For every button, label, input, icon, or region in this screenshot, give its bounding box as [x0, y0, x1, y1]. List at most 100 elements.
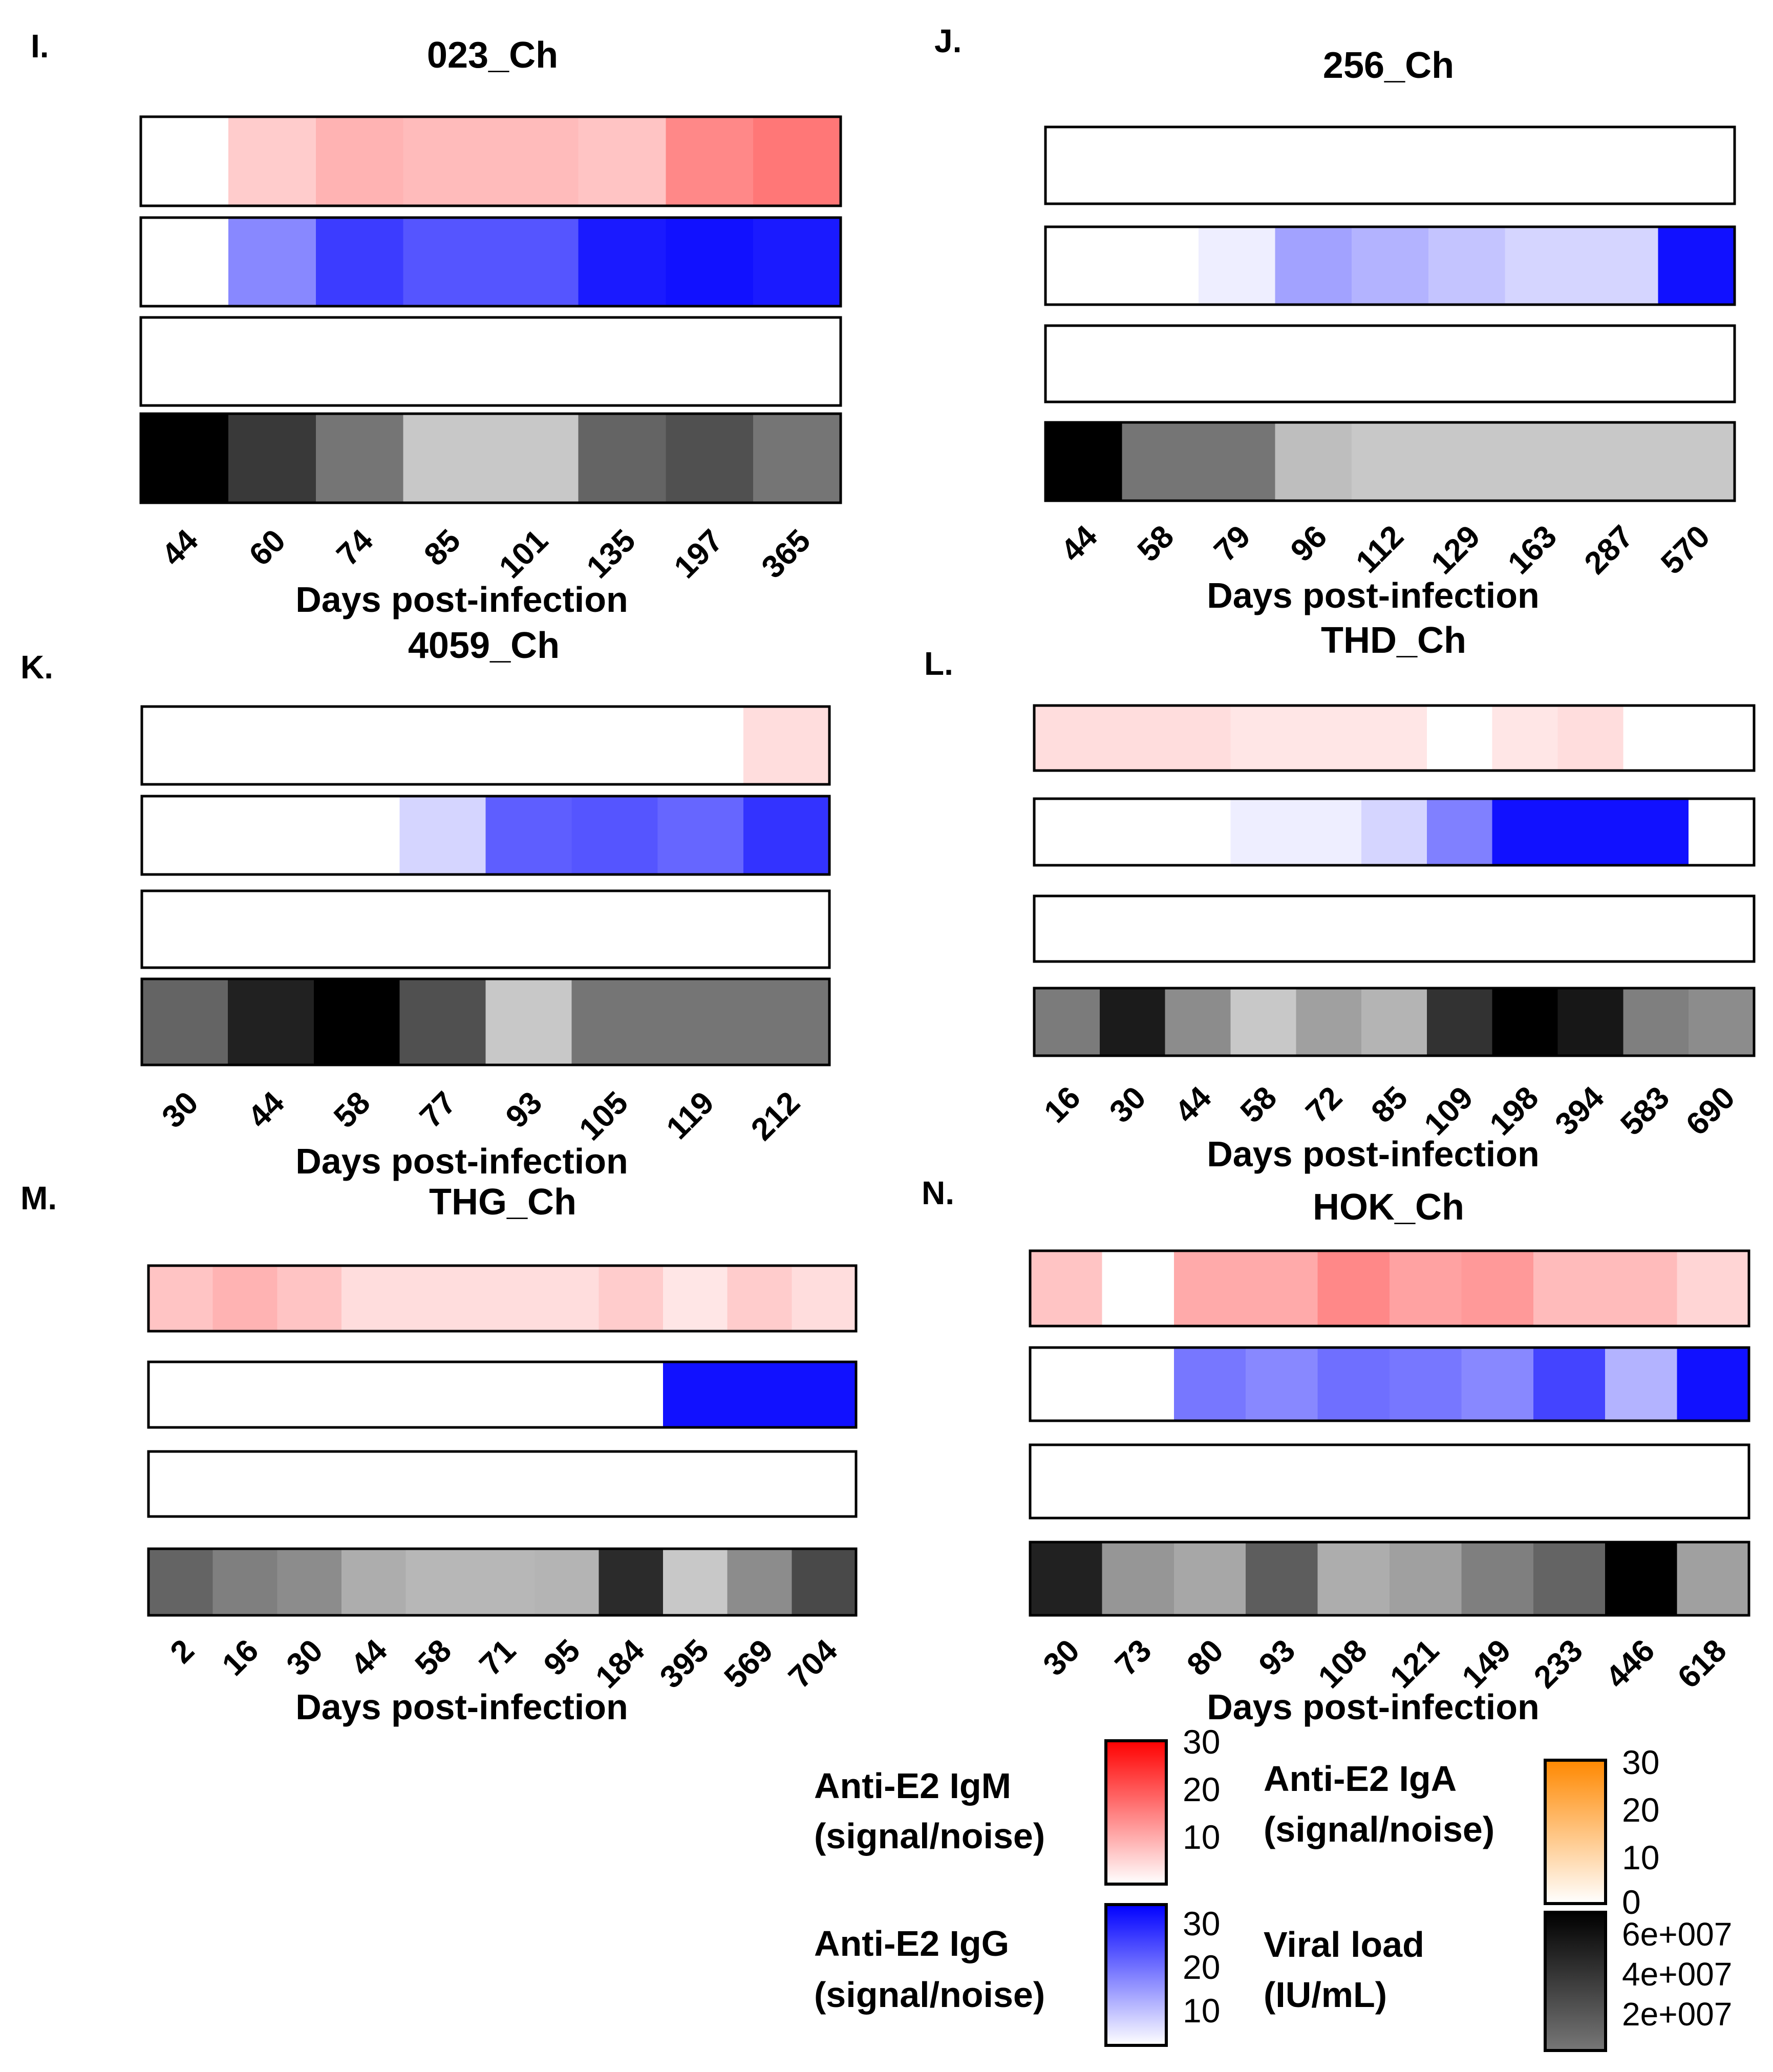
legend-igm-tick: 30	[1183, 1723, 1220, 1761]
heatmap-cell-iga	[403, 317, 491, 405]
heatmap-cell-viral-load	[399, 979, 486, 1065]
heatmap-cell-igg	[315, 218, 404, 306]
heatmap-cell-igm	[148, 1266, 213, 1331]
heatmap-cell-igm	[1165, 706, 1231, 771]
heatmap-cell-igg	[1557, 799, 1624, 865]
heatmap-row-border	[139, 216, 842, 308]
heatmap-cell-iga	[1275, 326, 1352, 402]
x-tick-label: 73	[1108, 1633, 1159, 1683]
heatmap-cell-iga	[470, 1451, 535, 1516]
heatmap-cell-igg	[1296, 799, 1362, 865]
heatmap-cell-igm	[1246, 1251, 1318, 1326]
heatmap-cell-igm	[403, 117, 491, 206]
heatmap-cell-igg	[490, 218, 579, 306]
heatmap-cell-igg	[313, 796, 400, 874]
heatmap-cell-igm	[1275, 127, 1352, 204]
heatmap-cell-iga	[1317, 1445, 1390, 1518]
x-tick-label: 80	[1180, 1633, 1230, 1683]
heatmap-cell-viral-load	[1230, 988, 1296, 1056]
heatmap-cell-igg	[148, 1362, 213, 1427]
heatmap-cell-iga	[792, 1451, 857, 1516]
x-tick-label: 446	[1599, 1633, 1661, 1695]
heatmap-cell-igm	[313, 707, 400, 784]
heatmap-cell-iga	[313, 891, 400, 968]
heatmap-cell-iga	[666, 317, 754, 405]
heatmap-cell-iga	[141, 317, 229, 405]
x-tick-label: 287	[1578, 519, 1640, 581]
heatmap-cell-iga	[1230, 896, 1296, 962]
heatmap-cell-igg	[1122, 227, 1199, 305]
heatmap-cell-viral-load	[1034, 988, 1100, 1056]
heatmap-cell-iga	[1533, 1445, 1606, 1518]
heatmap-cell-viral-load	[743, 979, 830, 1065]
heatmap-cell-viral-load	[1173, 1542, 1246, 1615]
x-tick-label: 79	[1207, 519, 1257, 569]
heatmap-cell-viral-load	[1352, 422, 1429, 501]
heatmap-cell-igg	[1230, 799, 1296, 865]
heatmap-cell-igm	[1122, 127, 1199, 204]
x-tick-label: 95	[537, 1633, 587, 1683]
heatmap-cell-igm	[227, 707, 314, 784]
x-tick-label: 395	[653, 1633, 716, 1695]
heatmap-cell-viral-load	[313, 979, 400, 1065]
heatmap-cell-igg	[1658, 227, 1735, 305]
heatmap-cell-viral-load	[470, 1549, 535, 1615]
heatmap-cell-igg	[1505, 227, 1582, 305]
heatmap-cell-iga	[1492, 896, 1558, 962]
x-axis-label: Days post-infection	[295, 580, 628, 620]
panel-letter: K.	[20, 649, 53, 686]
heatmap-cell-igg	[212, 1362, 277, 1427]
heatmap-cell-igg	[657, 796, 744, 874]
heatmap-cell-viral-load	[485, 979, 572, 1065]
heatmap-cell-igm	[1492, 706, 1558, 771]
heatmap-cell-iga	[1426, 896, 1493, 962]
heatmap-row-border	[140, 977, 831, 1066]
heatmap-cell-iga	[1623, 896, 1689, 962]
x-tick-label: 44	[344, 1633, 394, 1683]
heatmap-row-border	[140, 705, 831, 786]
heatmap-cell-viral-load	[1533, 1542, 1606, 1615]
legend: Anti-E2 IgM (signal/noise) 30 20 10 Anti…	[814, 1723, 1732, 2052]
heatmap-row-border	[140, 889, 831, 969]
x-tick-label: 704	[782, 1633, 844, 1695]
legend-vl-label: Viral load	[1264, 1925, 1424, 1964]
heatmap-cell-igg	[485, 796, 572, 874]
heatmap-cell-viral-load	[1428, 422, 1505, 501]
legend-igm-unit: (signal/noise)	[814, 1816, 1045, 1856]
heatmap-cell-igg	[1034, 799, 1100, 865]
heatmap-cell-iga	[485, 891, 572, 968]
panel-letter: M.	[20, 1180, 57, 1216]
heatmap-cell-viral-load	[341, 1549, 407, 1615]
x-tick-label: 85	[417, 523, 467, 573]
heatmap-cell-igg	[1428, 227, 1505, 305]
heatmap-cell-viral-load	[1199, 422, 1276, 501]
legend-igg-tick: 30	[1183, 1905, 1220, 1942]
heatmap-cell-iga	[1102, 1445, 1174, 1518]
heatmap-cell-igm	[1317, 1251, 1390, 1326]
heatmap-cell-igm	[1361, 706, 1427, 771]
heatmap-cell-iga	[578, 317, 666, 405]
x-tick-label: 30	[155, 1085, 205, 1135]
heatmap-cell-igg	[1246, 1348, 1318, 1421]
heatmap-cell-viral-load	[578, 414, 666, 503]
heatmap-cell-igm	[1505, 127, 1582, 204]
legend-vl-unit: (IU/mL)	[1264, 1975, 1387, 2015]
heatmap-row-border	[1033, 894, 1756, 963]
x-tick-label: 30	[1037, 1633, 1087, 1683]
heatmap-cell-igg	[341, 1362, 407, 1427]
heatmap-cell-iga	[399, 891, 486, 968]
heatmap-cell-viral-load	[277, 1549, 342, 1615]
x-tick-label: 60	[243, 523, 293, 573]
heatmap-cell-igg	[1045, 227, 1123, 305]
heatmap-cell-igm	[578, 117, 666, 206]
heatmap-cell-iga	[490, 317, 579, 405]
heatmap-row-border	[1044, 225, 1736, 306]
heatmap-cell-igm	[470, 1266, 535, 1331]
heatmap-cell-igg	[1426, 799, 1493, 865]
heatmap-cell-igm	[1199, 127, 1276, 204]
heatmap-row-border	[139, 115, 842, 207]
heatmap-cell-igg	[1677, 1348, 1749, 1421]
heatmap-cell-viral-load	[663, 1549, 728, 1615]
heatmap-cell-igm	[792, 1266, 857, 1331]
